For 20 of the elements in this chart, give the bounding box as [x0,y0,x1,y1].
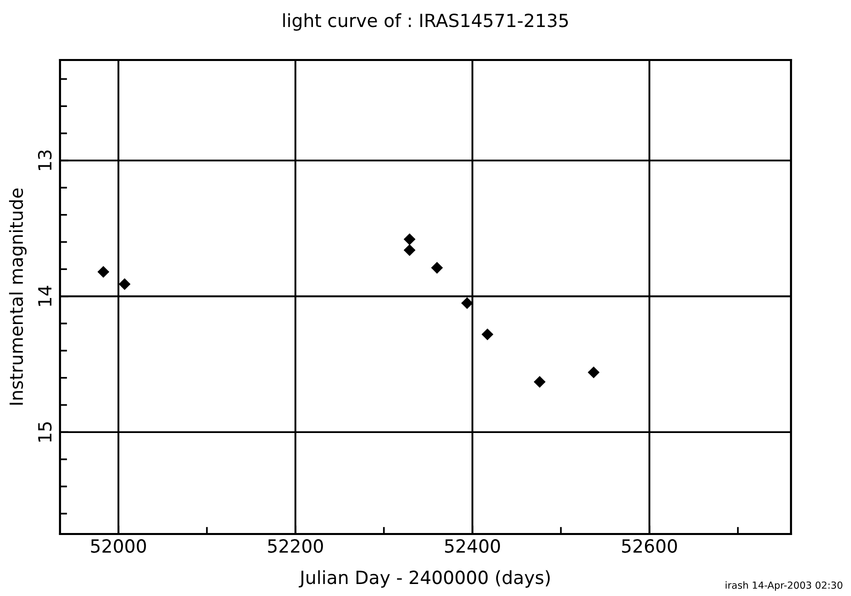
point [534,376,546,388]
x-tick-label: 52400 [445,539,500,553]
y-tick-label: 13 [38,150,52,170]
x-tick-label: 52600 [622,539,677,553]
chart-title: light curve of : IRAS14571-2135 [283,13,568,31]
text: irash 14-Apr-2003 02:30 [726,581,842,591]
x-tick-label: 52200 [268,539,323,553]
point [461,298,473,309]
point [119,278,130,290]
point [588,366,600,378]
x-tick-label: 52000 [91,539,146,553]
x-axis-title: Julian Day - 2400000 (days) [298,570,550,588]
y-tick-label: 15 [38,422,52,442]
point [482,328,494,340]
y-axis-title: Instrumental magnitude [9,188,27,405]
point [98,266,109,278]
point [404,234,416,245]
y-tick-label: 14 [38,286,52,306]
point [404,244,416,256]
point [431,262,443,274]
